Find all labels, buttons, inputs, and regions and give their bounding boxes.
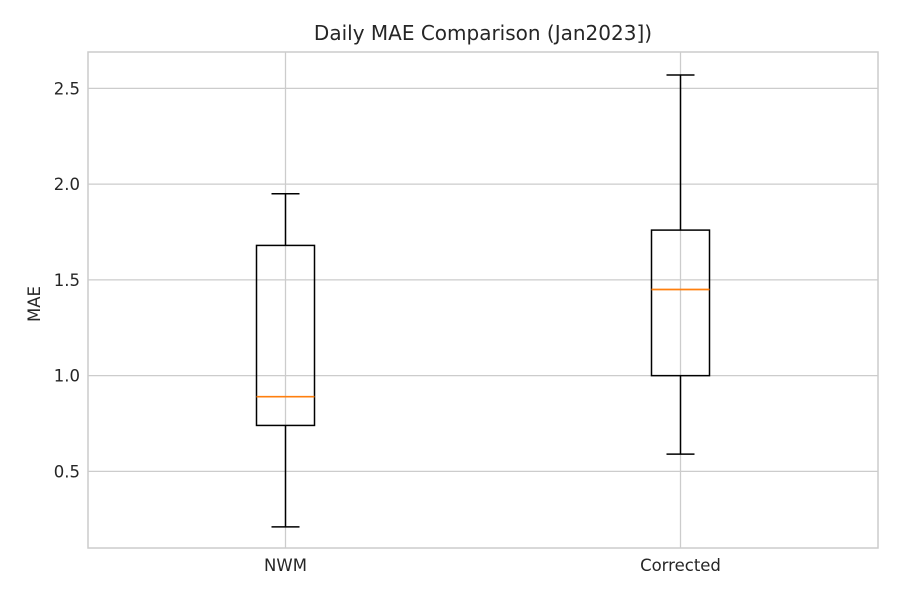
- iqr-box: [255, 244, 316, 427]
- y-tick-label: 2.5: [54, 79, 80, 98]
- box-nwm: [255, 192, 316, 528]
- y-tick-label: 0.5: [54, 462, 80, 481]
- y-tick-label: 1.0: [54, 367, 80, 386]
- tick-labels-layer: 0.5 1.0 1.5 2.0 2.5 NWM Corrected: [54, 79, 721, 575]
- x-tick-label: Corrected: [640, 556, 721, 575]
- chart-title: Daily MAE Comparison (Jan2023]): [314, 21, 652, 45]
- grid-lines: [88, 52, 878, 548]
- y-tick-label: 2.0: [54, 175, 80, 194]
- x-tick-label: NWM: [264, 556, 307, 575]
- boxes-layer: [255, 74, 711, 528]
- iqr-box: [650, 229, 711, 377]
- y-tick-label: 1.5: [54, 271, 80, 290]
- plot-frame: [87, 51, 879, 549]
- box-corrected: [650, 74, 711, 455]
- y-axis-label: MAE: [25, 286, 44, 322]
